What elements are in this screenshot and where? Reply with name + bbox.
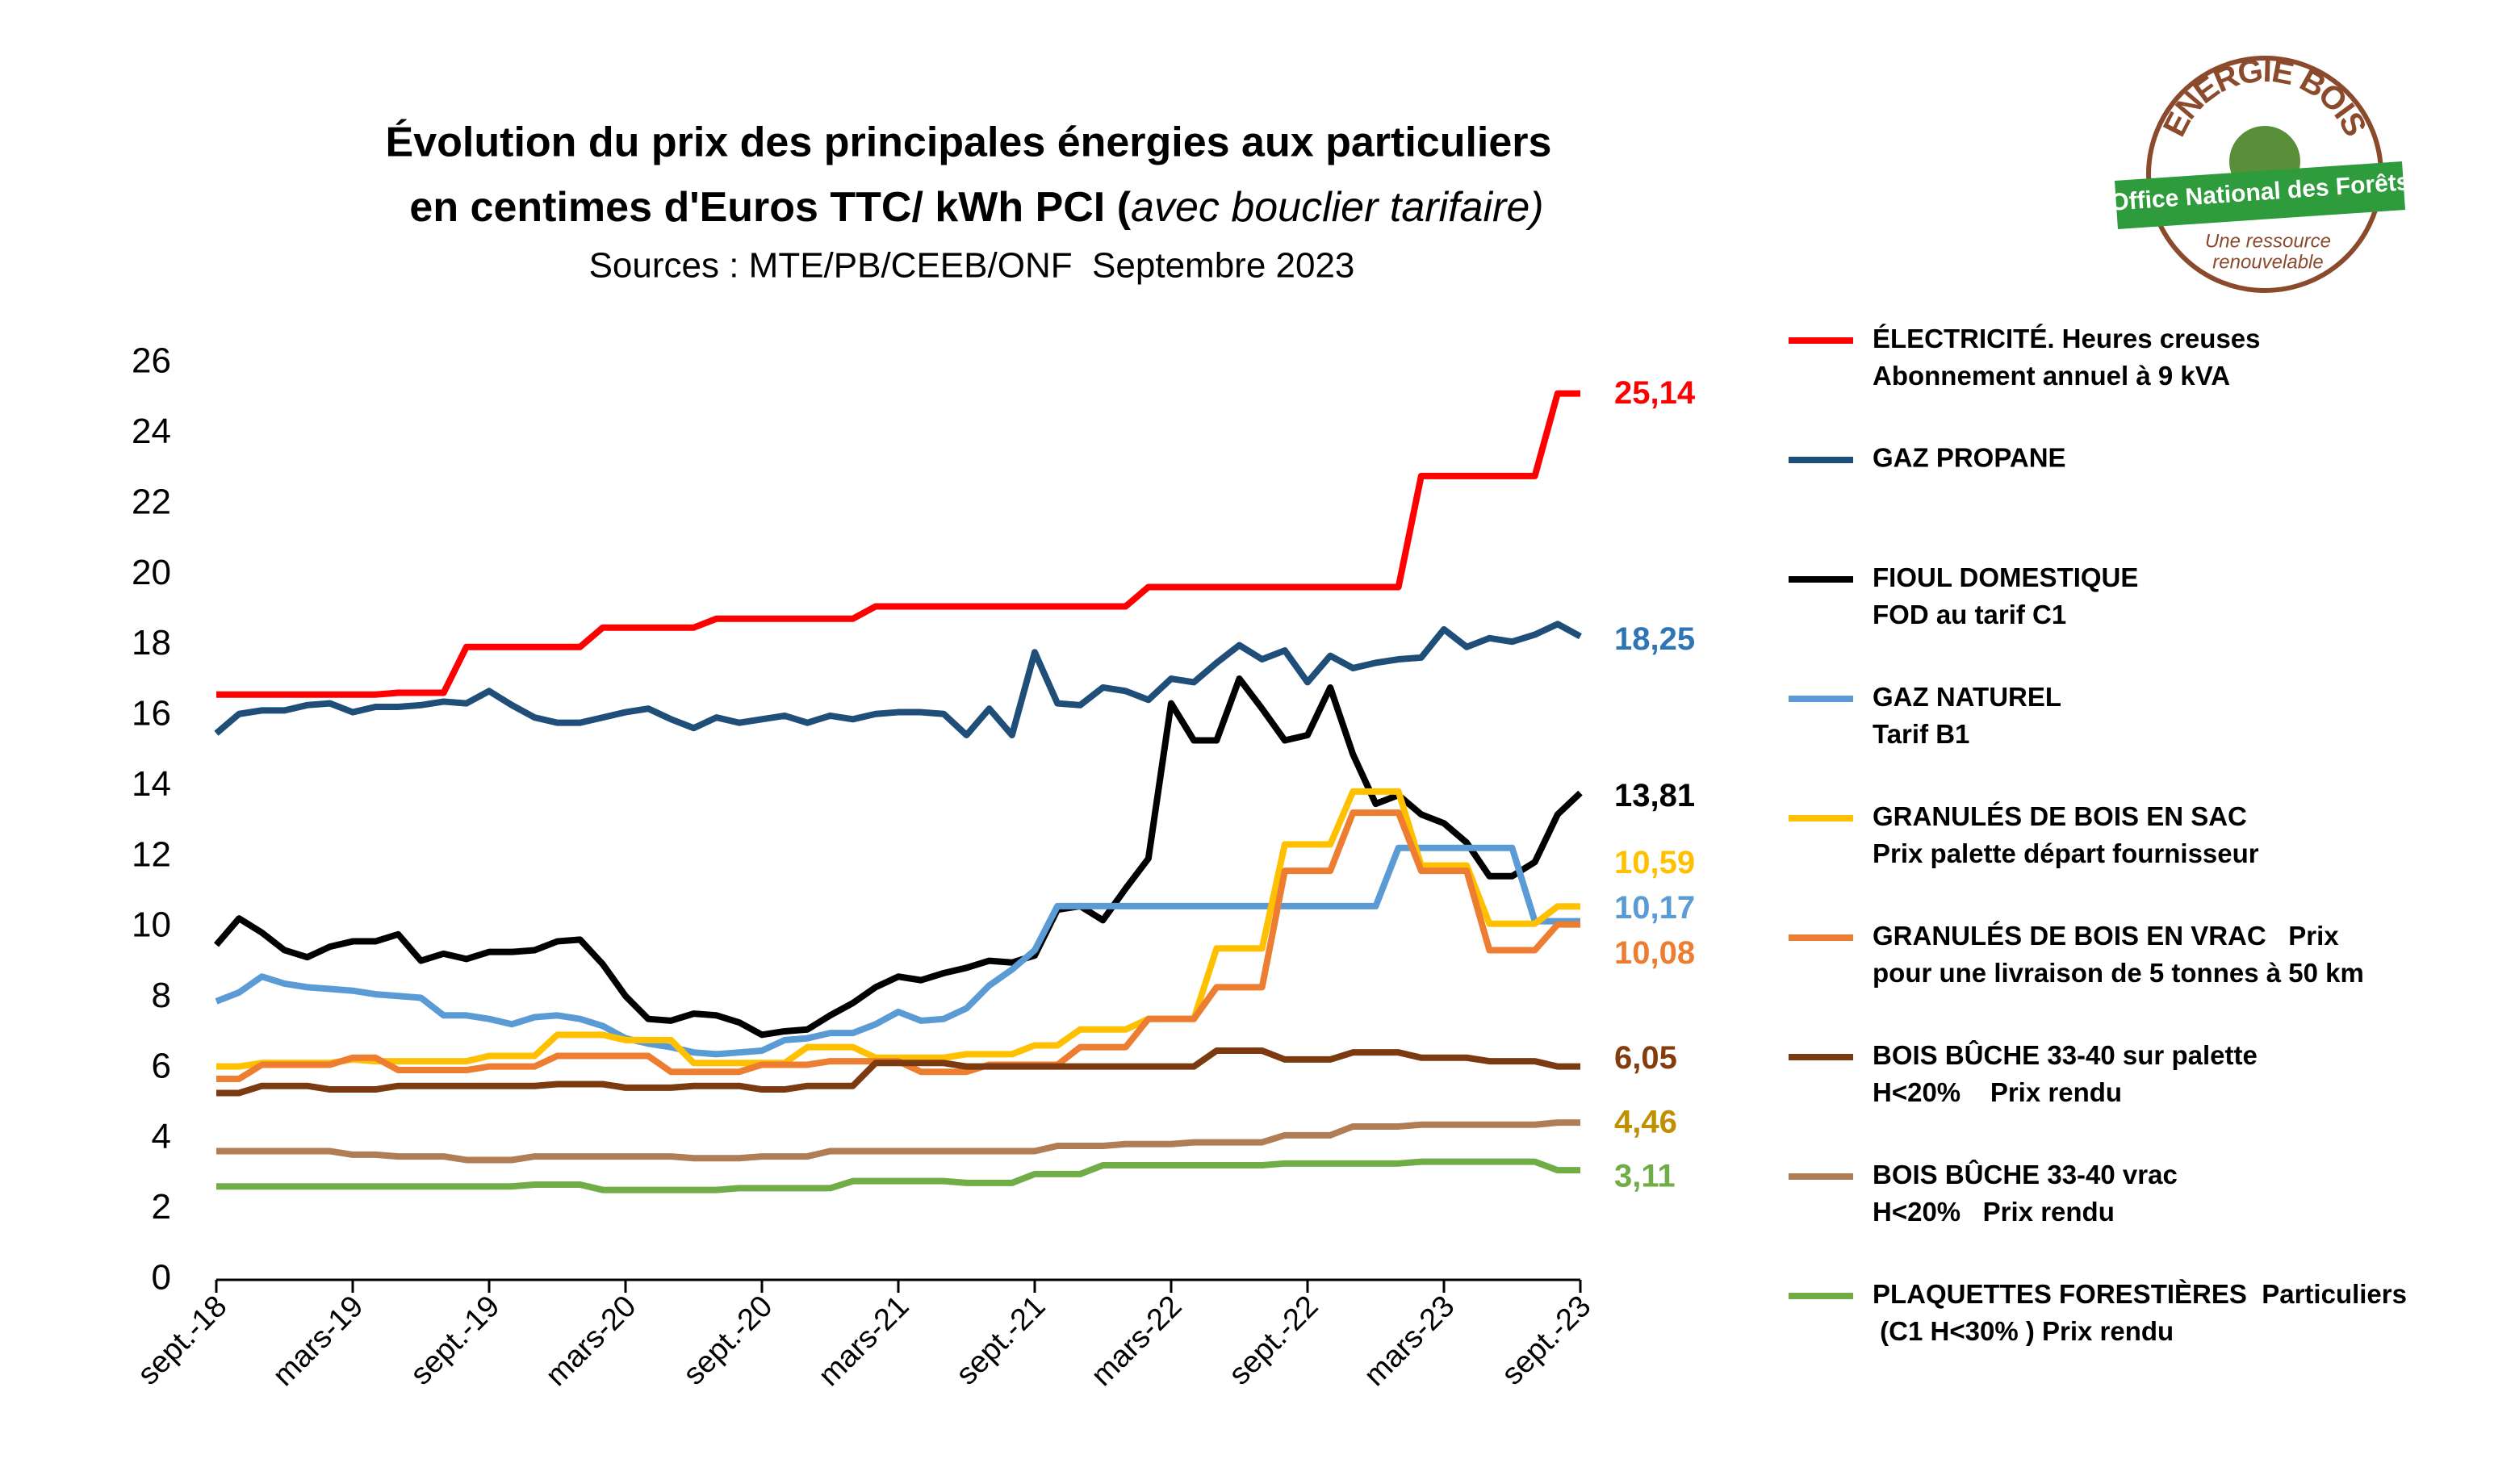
legend-label: BOIS BÛCHE 33-40 vrac H<20% Prix rendu: [1873, 1159, 2178, 1227]
text-line: H<20% Prix rendu: [1873, 1077, 2122, 1107]
y-tick-label: 18: [132, 623, 171, 663]
data-label: 18,25: [1614, 621, 1695, 657]
series-line: [216, 788, 1580, 1070]
y-tick-label: 12: [132, 834, 171, 874]
text-line: FOD au tarif C1: [1873, 600, 2066, 629]
text-line: GRANULÉS DE BOIS EN SAC: [1873, 801, 2247, 831]
legend-label: GRANULÉS DE BOIS EN VRAC Prix pour une li…: [1873, 921, 2364, 988]
text-line: PLAQUETTES FORESTIÈRES Particuliers: [1873, 1279, 2407, 1309]
y-tick-label: 2: [152, 1187, 171, 1227]
legend-label: GAZ PROPANE: [1873, 443, 2066, 473]
series-line: [215, 844, 1580, 1058]
y-tick-label: 24: [132, 412, 171, 451]
text-line: GRANULÉS DE BOIS EN VRAC Prix: [1873, 921, 2339, 951]
data-label: 10,59: [1614, 845, 1695, 880]
y-tick-label: 26: [132, 341, 171, 381]
logo-tagline: renouvelable: [2212, 251, 2323, 273]
legend-label: BOIS BÛCHE 33-40 sur palette H<20% Prix r…: [1873, 1039, 2258, 1107]
text-line: ÉLECTRICITÉ. Heures creuses: [1873, 324, 2261, 353]
text-line: pour une livraison de 5 tonnes à 50 km: [1873, 958, 2364, 988]
y-tick-label: 0: [152, 1258, 171, 1298]
y-tick-label: 8: [152, 976, 171, 1015]
series-line: [214, 621, 1582, 738]
chart-title-italic: avec bouclier tarifaire): [1131, 184, 1544, 231]
data-label: 10,17: [1614, 890, 1695, 926]
y-tick-label: 6: [152, 1046, 171, 1085]
series-line: [216, 1158, 1580, 1193]
y-tick-label: 22: [132, 482, 171, 521]
series-line: [216, 1119, 1580, 1164]
text-line: FIOUL DOMESTIQUE: [1873, 562, 2138, 592]
y-tick-label: 14: [132, 764, 171, 804]
logo-tagline: Une ressource: [2205, 230, 2331, 252]
y-tick-label: 20: [132, 553, 171, 592]
legend-label: FIOUL DOMESTIQUE FOD au tarif C1: [1873, 562, 2138, 629]
text-line: GAZ NATUREL: [1873, 682, 2061, 712]
text-line: (C1 H<30% ) Prix rendu: [1873, 1316, 2174, 1346]
series-line: [216, 390, 1580, 698]
chart-title: Évolution du prix des principales énergi…: [386, 119, 1552, 166]
text-line: Tarif B1: [1873, 719, 1969, 749]
legend-label: ÉLECTRICITÉ. Heures creuses Abonnement an…: [1873, 324, 2261, 391]
text-line: BOIS BÛCHE 33-40 vrac: [1873, 1159, 2178, 1189]
legend-label: PLAQUETTES FORESTIÈRES Particuliers (C1 …: [1873, 1279, 2407, 1346]
data-label: 6,05: [1614, 1040, 1677, 1076]
text-line: H<20% Prix rendu: [1873, 1197, 2115, 1227]
series-line: [216, 1047, 1580, 1097]
data-label: 25,14: [1614, 375, 1696, 411]
data-label: 10,08: [1614, 935, 1695, 971]
text-line: Abonnement annuel à 9 kVA: [1873, 361, 2230, 391]
text-line: Prix palette départ fournisseur: [1873, 838, 2259, 868]
text-line: BOIS BÛCHE 33-40 sur palette: [1873, 1039, 2258, 1070]
y-tick-label: 4: [152, 1117, 171, 1156]
data-label: 3,11: [1614, 1159, 1676, 1194]
logo: ENERGIE BOIS Office National des Forêts …: [2109, 52, 2410, 293]
logo-ribbon: [2115, 161, 2405, 229]
chart-title-part: en centimes d'Euros TTC/ kWh PCI (: [409, 184, 1131, 231]
y-tick-label: 10: [132, 905, 171, 945]
chart-title: en centimes d'Euros TTC/ kWh PCI (avec b…: [409, 184, 1543, 231]
legend-label: GRANULÉS DE BOIS EN SAC Prix palette dépa…: [1873, 801, 2259, 868]
data-label: 13,81: [1614, 778, 1695, 813]
series-line: [213, 675, 1583, 1039]
y-tick-label: 16: [132, 694, 171, 734]
legend-label: GAZ NATUREL Tarif B1: [1873, 682, 2061, 749]
chart-subtitle: Sources : MTE/PB/CEEB/ONF Septembre 2023: [589, 246, 1355, 286]
data-label: 4,46: [1614, 1105, 1677, 1140]
